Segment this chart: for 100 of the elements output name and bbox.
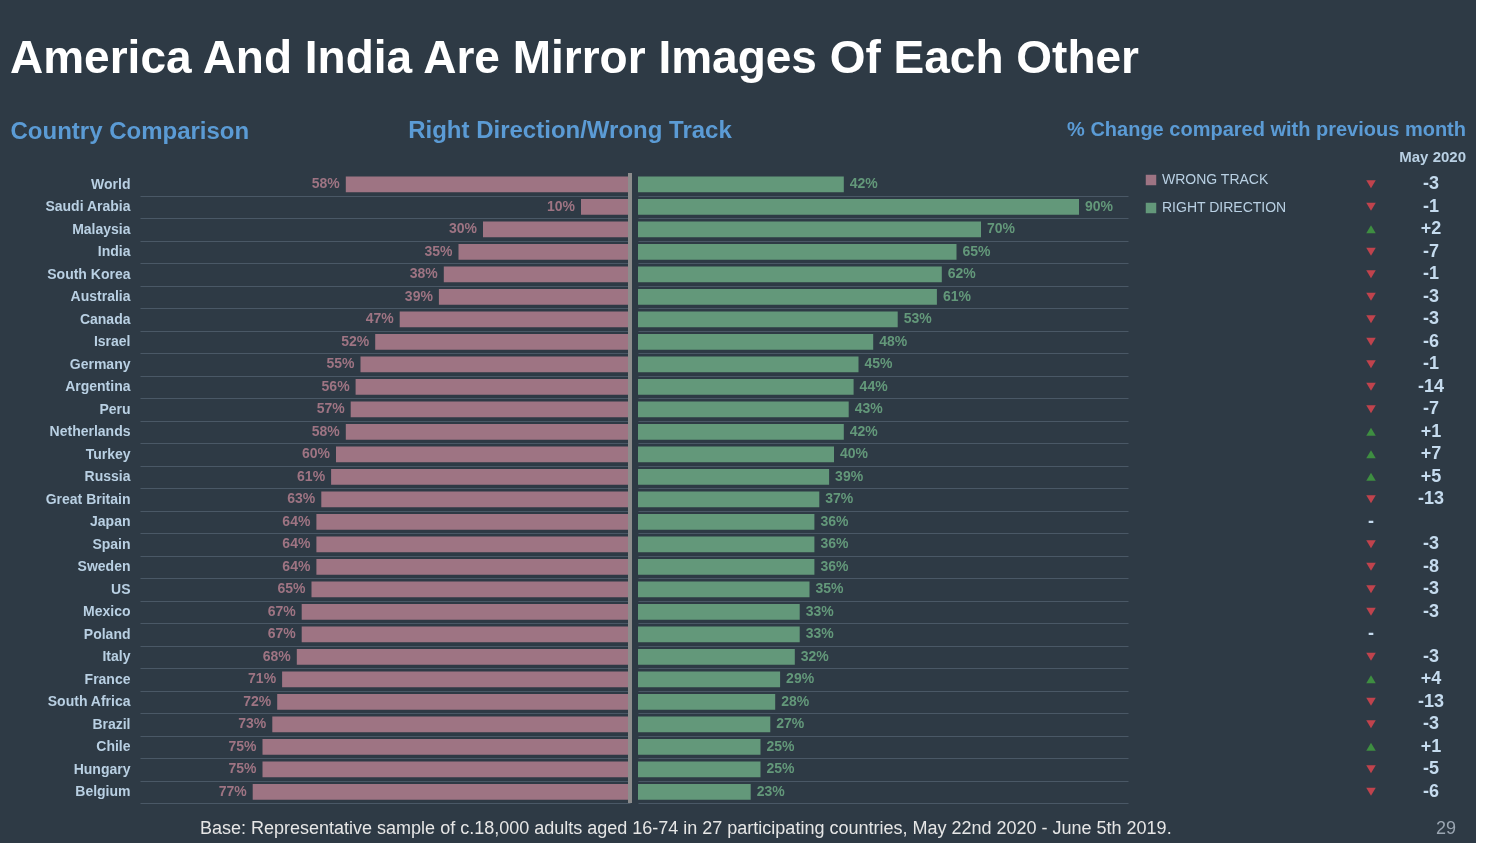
- bar: [638, 378, 854, 395]
- bar: [638, 558, 815, 575]
- data-label: +1: [1420, 420, 1442, 441]
- data-label: 61%: [942, 287, 972, 304]
- data-label: 40%: [840, 445, 869, 462]
- y-tick-label: US: [111, 580, 131, 597]
- bar: [638, 536, 815, 553]
- bar: [443, 266, 630, 283]
- data-label: +2: [1420, 218, 1442, 239]
- y-axis-title: Country Comparison: [10, 116, 250, 144]
- data-label: 42%: [849, 175, 879, 192]
- data-label: -3: [1422, 533, 1440, 554]
- data-label: -6: [1422, 330, 1440, 351]
- bar: [311, 581, 630, 598]
- bar: [638, 491, 820, 508]
- y-tick-label: Poland: [83, 625, 131, 642]
- data-label: 75%: [228, 760, 258, 777]
- y-tick-label: Mexico: [83, 603, 131, 620]
- data-label: +1: [1420, 735, 1442, 756]
- data-label: -1: [1422, 353, 1440, 374]
- text: Base: Representative sample of c.18,000 adults aged 16-74 in 27 participating countries, May 22nd 2020 - June 5th 2019.: [200, 818, 1172, 838]
- data-label: 36%: [820, 557, 849, 574]
- bar: [316, 513, 630, 530]
- y-tick-label: Russia: [84, 468, 131, 485]
- bar: [638, 716, 771, 733]
- bar: [458, 243, 630, 260]
- data-label: +5: [1420, 465, 1442, 486]
- chart-subtitle: Right Direction/Wrong Track: [408, 116, 733, 143]
- y-tick-label: Malaysia: [72, 220, 131, 237]
- data-label: -3: [1422, 173, 1440, 194]
- bar: [638, 761, 761, 778]
- data-label: 39%: [835, 467, 864, 484]
- data-label: 25%: [766, 760, 796, 777]
- data-label: 28%: [781, 692, 810, 709]
- y-tick-label: Turkey: [85, 445, 131, 462]
- data-label: 36%: [820, 535, 849, 552]
- data-label: 23%: [756, 782, 786, 799]
- data-label: 58%: [311, 175, 341, 192]
- y-tick-label: World: [91, 175, 131, 192]
- data-label: 33%: [805, 602, 835, 619]
- data-label: -3: [1422, 645, 1440, 666]
- data-label: 61%: [297, 467, 326, 484]
- data-label: 90%: [1085, 197, 1114, 214]
- y-tick-label: Sweden: [77, 558, 131, 575]
- data-label: 30%: [448, 220, 478, 237]
- y-tick-label: South Korea: [47, 265, 131, 282]
- bar: [262, 738, 630, 755]
- legend-label: WRONG TRACK: [1162, 171, 1269, 187]
- y-tick-label: South Africa: [47, 693, 131, 710]
- bar: [638, 423, 844, 440]
- data-label: 72%: [243, 692, 272, 709]
- data-label: 65%: [277, 580, 307, 597]
- data-label: -13: [1417, 488, 1445, 509]
- data-label: 32%: [800, 647, 830, 664]
- data-label: 37%: [825, 490, 854, 507]
- data-label: 64%: [282, 512, 311, 529]
- bar: [316, 558, 630, 575]
- data-label: -6: [1422, 780, 1440, 801]
- bar: [638, 356, 859, 373]
- y-tick-label: Chile: [96, 738, 131, 755]
- data-label: 64%: [282, 535, 311, 552]
- bar: [345, 176, 630, 193]
- data-label: -13: [1417, 690, 1445, 711]
- data-label: +7: [1420, 443, 1442, 464]
- data-label: -1: [1422, 195, 1440, 216]
- data-label: 65%: [962, 242, 992, 259]
- y-tick-label: Australia: [70, 288, 131, 305]
- y-tick-label: Canada: [79, 310, 131, 327]
- data-label: 62%: [947, 265, 977, 282]
- data-label: 47%: [365, 310, 395, 327]
- y-tick-label: Brazil: [92, 715, 131, 732]
- data-label: -3: [1422, 600, 1440, 621]
- data-label: -7: [1422, 240, 1440, 261]
- bar: [277, 693, 630, 710]
- bar: [638, 581, 810, 598]
- bar: [638, 311, 898, 328]
- bar: [638, 243, 957, 260]
- y-tick-label: Belgium: [75, 783, 131, 800]
- data-label: 52%: [341, 332, 370, 349]
- bar: [331, 468, 630, 485]
- data-label: -14: [1417, 375, 1445, 396]
- data-label: 63%: [287, 490, 316, 507]
- y-tick-label: Spain: [92, 535, 131, 552]
- y-tick-label: Hungary: [73, 760, 131, 777]
- data-label: -: [1368, 623, 1374, 644]
- text: % Change compared with previous month: [1067, 118, 1466, 140]
- data-label: 67%: [267, 625, 297, 642]
- bar: [355, 378, 630, 395]
- data-label: 77%: [218, 782, 248, 799]
- data-label: 38%: [409, 265, 439, 282]
- y-tick-label: Peru: [99, 400, 131, 417]
- data-label: 64%: [282, 557, 311, 574]
- data-label: 29%: [786, 670, 815, 687]
- bar: [638, 401, 849, 418]
- bar: [399, 311, 630, 328]
- y-tick-label: Italy: [102, 648, 131, 665]
- bar: [638, 176, 844, 193]
- y-tick-label: Argentina: [65, 378, 131, 395]
- data-label: 39%: [404, 287, 434, 304]
- y-tick-label: Germany: [69, 355, 131, 372]
